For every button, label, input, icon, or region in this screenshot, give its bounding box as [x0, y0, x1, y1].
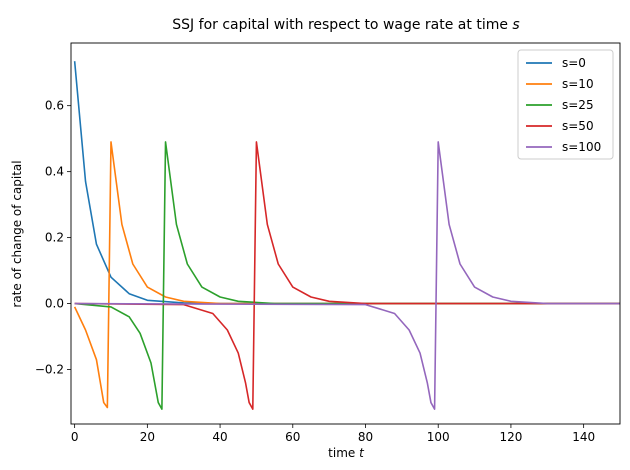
legend-label-s=50: s=50 [562, 119, 594, 133]
axes-frame [70, 42, 621, 425]
y-tick-label: 0.4 [45, 165, 64, 179]
y-tick-label: 0.2 [45, 231, 64, 245]
x-tick-label: 100 [427, 430, 450, 444]
legend-box [517, 49, 614, 160]
legend: s=0 s=10 s=25 s=50 s=100 [517, 49, 614, 160]
legend-label-s=0: s=0 [562, 56, 586, 70]
y-tick-label: 0.6 [45, 99, 64, 113]
legend-label-s=25: s=25 [562, 98, 594, 112]
y-axis: −0.2 0.0 0.2 0.4 0.6 [35, 99, 71, 377]
y-tick-label: 0.0 [45, 297, 64, 311]
series-line-s=100 [74, 141, 620, 410]
legend-label-s=10: s=10 [562, 77, 594, 91]
x-tick-label: 0 [71, 430, 79, 444]
x-tick-label: 80 [358, 430, 373, 444]
series-line-s=50 [74, 141, 620, 410]
x-tick-label: 140 [572, 430, 595, 444]
x-axis: 0 20 40 60 80 100 120 140 [71, 424, 595, 444]
x-axis-label: time t [328, 446, 365, 460]
series-line-s=10 [73, 141, 620, 409]
x-tick-label: 20 [140, 430, 155, 444]
y-tick-label: −0.2 [35, 363, 64, 377]
legend-label-s=100: s=100 [562, 140, 601, 154]
y-axis-label: rate of change of capital [10, 160, 24, 307]
x-tick-label: 40 [212, 430, 227, 444]
x-tick-label: 120 [499, 430, 522, 444]
series-line-s=25 [74, 141, 620, 410]
plot-area [70, 42, 621, 425]
x-tick-label: 60 [285, 430, 300, 444]
chart-title: SSJ for capital with respect to wage rat… [172, 17, 519, 33]
